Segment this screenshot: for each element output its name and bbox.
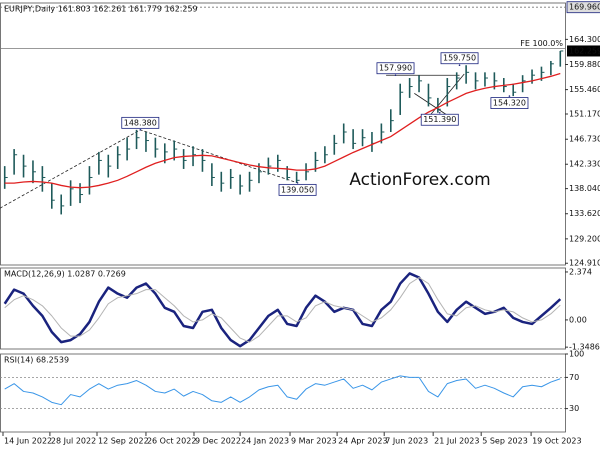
annotation-label: 159.750 bbox=[443, 54, 476, 63]
watermark: ActionForex.com bbox=[349, 170, 490, 190]
annotation-label-box bbox=[376, 62, 415, 75]
y-tick-label: 142.330 bbox=[569, 160, 600, 169]
annotation-label-box bbox=[490, 97, 529, 109]
panel-frame bbox=[0, 353, 566, 433]
annotation-label: 139.050 bbox=[281, 185, 314, 194]
annotation-label: 157.990 bbox=[379, 64, 412, 73]
annotation-label: 154.320 bbox=[493, 99, 526, 108]
y-tick-label: 2.374 bbox=[569, 267, 592, 276]
x-tick-label: 9 Dec 2022 bbox=[195, 437, 241, 446]
panel-title: EURJPY,Daily 161.803 162.261 161.779 162… bbox=[4, 5, 198, 14]
x-tick-label: 21 Jul 2023 bbox=[434, 437, 479, 446]
last-price-box bbox=[567, 45, 600, 57]
annotation-point bbox=[438, 111, 441, 114]
x-tick-label: 12 Sep 2022 bbox=[98, 437, 149, 446]
x-tick-label: 28 Jul 2022 bbox=[51, 437, 96, 446]
annotation-point bbox=[394, 74, 397, 77]
y-tick-label: 159.880 bbox=[569, 60, 600, 69]
y-tick-label: 138.040 bbox=[569, 184, 600, 193]
trend-line bbox=[428, 73, 465, 118]
panel-title: RSI(14) 68.2539 bbox=[4, 356, 69, 365]
x-tick-label: 26 Oct 2022 bbox=[147, 437, 196, 446]
annotation-label: 151.390 bbox=[423, 115, 456, 124]
panel-title: MACD(12,26,9) 1.0287 0.7269 bbox=[4, 270, 126, 279]
level-label: FE 100.0% bbox=[520, 39, 563, 48]
annotation-label-box bbox=[420, 113, 459, 126]
annotation-label: 148.380 bbox=[124, 118, 157, 127]
x-tick-label: 24 Jan 2023 bbox=[241, 437, 289, 446]
annotation-point bbox=[296, 182, 299, 184]
x-tick-label: 5 Sep 2023 bbox=[482, 437, 528, 446]
y-tick-label: -1.3486 bbox=[569, 343, 600, 352]
y-tick-label: 146.730 bbox=[569, 135, 600, 144]
y-tick-label: 0.00 bbox=[569, 315, 587, 324]
y-tick-label: 133.620 bbox=[569, 209, 600, 218]
indicator-line bbox=[4, 276, 561, 343]
last-price: 162.259 bbox=[569, 46, 600, 55]
annotation-label-box bbox=[440, 52, 479, 65]
y-tick-label: 30 bbox=[569, 404, 579, 413]
x-tick-label: 9 Mar 2023 bbox=[291, 437, 337, 446]
y-tick-label: 155.460 bbox=[569, 85, 600, 94]
y-tick-label: 70 bbox=[569, 373, 579, 382]
annotation-point bbox=[508, 95, 511, 97]
annotation-label-box bbox=[278, 183, 317, 196]
x-tick-label: 24 Apr 2023 bbox=[338, 437, 387, 446]
y-tick-label: 100 bbox=[569, 350, 584, 359]
y-tick-label: 129.200 bbox=[569, 234, 600, 243]
x-tick-label: 14 Jun 2022 bbox=[4, 437, 52, 446]
trend-line bbox=[0, 129, 298, 209]
panel-frame bbox=[0, 2, 566, 266]
level-label-box bbox=[566, 1, 600, 14]
x-tick-label: 19 Oct 2023 bbox=[532, 437, 581, 446]
indicator-line bbox=[3, 272, 562, 348]
moving-average bbox=[4, 72, 561, 189]
y-tick-label: 164.300 bbox=[569, 35, 600, 44]
y-tick-label: 124.910 bbox=[569, 259, 600, 268]
x-tick-label: 7 Jun 2023 bbox=[385, 437, 428, 446]
y-tick-label: 151.170 bbox=[569, 109, 600, 118]
annotation-label-box bbox=[121, 116, 160, 129]
indicator-line bbox=[4, 375, 561, 406]
panel-frame bbox=[0, 267, 566, 350]
annotation-point bbox=[458, 64, 461, 67]
level-label: 169.960 bbox=[569, 3, 600, 12]
annotation-point bbox=[139, 129, 142, 131]
